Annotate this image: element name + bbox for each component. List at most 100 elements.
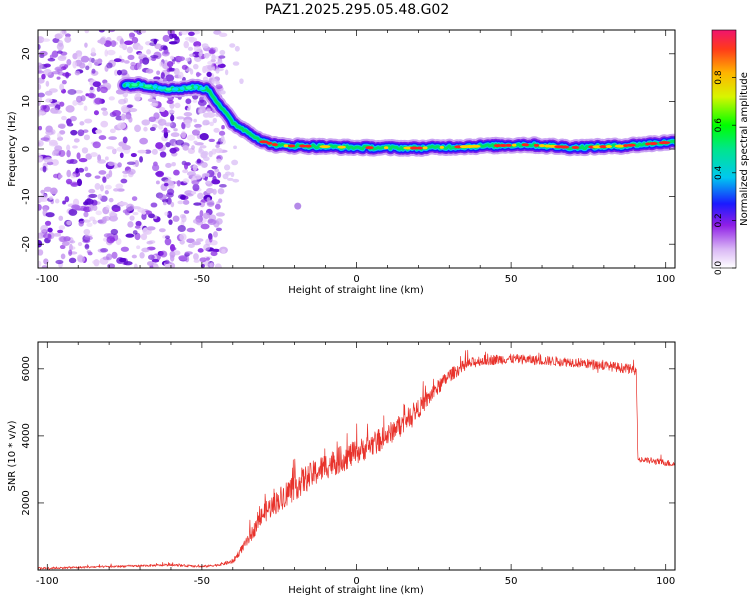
spectrogram-noise-blob xyxy=(38,83,42,90)
spectrogram-ridge-peak xyxy=(152,85,158,89)
spectrogram-noise-blob xyxy=(127,168,136,175)
spectrogram-noise-blob xyxy=(38,239,43,248)
spectrogram-noise-blob xyxy=(133,263,138,268)
spectrogram-noise-blob xyxy=(43,63,51,68)
spectrogram-noise-blob xyxy=(134,225,141,229)
spectrogram-ridge-peak xyxy=(144,84,152,88)
spectrogram-noise-blob xyxy=(186,227,196,233)
spectrogram-ridge-peak xyxy=(499,143,507,147)
spectrogram-noise-blob xyxy=(93,110,99,116)
spectrogram-noise-blob xyxy=(83,235,93,241)
spectrogram-noise-blob xyxy=(85,93,90,97)
spectrogram-noise-blob xyxy=(219,183,227,188)
spectrogram-ridge-peak xyxy=(649,142,658,146)
spectrogram-noise-blob xyxy=(172,215,180,222)
spectrogram-noise-blob xyxy=(87,92,95,99)
spectrogram-noise-blob xyxy=(180,194,186,200)
spectrogram-noise-blob xyxy=(164,122,173,127)
spectrogram-noise-blob xyxy=(171,162,176,167)
spectrogram-noise-blob xyxy=(96,86,101,92)
spectrogram-noise-blob xyxy=(72,52,78,60)
spectrogram-noise-blob xyxy=(141,119,151,126)
spectrogram-noise-blob xyxy=(158,106,166,113)
snr-xtick-label: 0 xyxy=(353,576,359,587)
spectrogram-noise-blob xyxy=(72,60,77,69)
colorbar-tick-label: 0.8 xyxy=(714,70,724,85)
spectrogram-noise-blob xyxy=(169,102,175,109)
spectrogram-xtick-label: -50 xyxy=(194,274,210,285)
spectrogram-noise-blob xyxy=(162,201,167,206)
spectrogram-noise-blob xyxy=(179,239,185,245)
spectrogram-noise-blob xyxy=(108,136,117,140)
spectrogram-noise-blob xyxy=(57,174,63,179)
spectrogram-noise-blob xyxy=(195,238,204,242)
spectrogram-noise-blob xyxy=(38,70,44,74)
snr-ytick-label: 4000 xyxy=(21,423,32,448)
spectrogram-noise-blob xyxy=(137,52,145,57)
spectrogram-noise-blob xyxy=(112,207,121,212)
spectrogram-noise-blob xyxy=(53,109,63,114)
spectrogram-noise-blob xyxy=(180,130,187,139)
spectrogram-noise-blob xyxy=(150,102,158,107)
spectrogram-ridge-peak xyxy=(533,143,540,147)
spectrogram-noise-blob xyxy=(57,132,61,139)
spectrogram-noise-blob xyxy=(79,121,85,126)
spectrogram-noise-blob xyxy=(84,198,94,205)
spectrogram-xlabel: Height of straight line (km) xyxy=(288,285,424,296)
spectrogram-noise-blob xyxy=(170,254,175,262)
snr-background xyxy=(38,342,675,570)
spectrogram-noise-blob xyxy=(92,81,101,88)
spectrogram-noise-blob xyxy=(201,173,206,179)
spectrogram-noise-blob xyxy=(191,145,195,150)
spectrogram-ridge-peak xyxy=(259,140,269,144)
spectrogram-noise-blob xyxy=(112,148,116,154)
spectrogram-noise-blob xyxy=(59,244,66,250)
spectrogram-noise-blob xyxy=(151,258,160,263)
spectrogram-noise-blob xyxy=(146,49,151,55)
spectrogram-noise-blob xyxy=(113,188,119,192)
spectrogram-noise-blob xyxy=(79,62,86,69)
spectrogram-noise-blob xyxy=(185,98,192,105)
spectrogram-noise-blob xyxy=(106,49,116,56)
spectrogram-noise-blob xyxy=(100,248,109,253)
spectrogram-noise-blob xyxy=(98,30,105,33)
spectrogram-noise-blob xyxy=(87,251,93,256)
spectrogram-noise-blob xyxy=(99,184,104,192)
spectrogram-noise-blob xyxy=(155,171,164,177)
spectrogram-noise-blob xyxy=(199,209,204,218)
spectrogram-noise-blob xyxy=(70,173,77,179)
spectrogram-noise-blob xyxy=(190,37,198,43)
spectrogram-noise-blob xyxy=(72,198,80,207)
spectrogram-ridge-peak xyxy=(365,146,374,150)
spectrogram-noise-blob xyxy=(78,220,84,227)
spectrogram-noise-blob xyxy=(131,254,137,259)
spectrogram-noise-blob xyxy=(140,30,147,34)
spectrogram-noise-blob xyxy=(53,232,62,237)
spectrogram-noise-blob xyxy=(38,125,43,131)
spectrogram-noise-blob xyxy=(186,134,196,141)
snr-axis-ticks: -100 -50 0 50 100 2000 4000 6000 xyxy=(21,342,675,587)
spectrogram-noise-blob xyxy=(203,243,211,251)
spectrogram-noise-blob xyxy=(159,250,168,258)
spectrogram-noise-blob xyxy=(164,211,169,216)
spectrogram-noise-blob xyxy=(104,156,109,161)
spectrogram-ridge-peak xyxy=(422,146,428,150)
spectrogram-noise-blob xyxy=(211,54,216,61)
spectrogram-noise-blob xyxy=(88,57,93,63)
spectrogram-noise-blob xyxy=(43,69,52,76)
spectrogram-noise-blob xyxy=(219,60,223,65)
spectrogram-noise-blob xyxy=(239,78,244,85)
spectrogram-noise-blob xyxy=(120,178,128,184)
spectrogram-noise-blob xyxy=(191,191,197,195)
spectrogram-noise-blob xyxy=(149,127,156,132)
spectrogram-noise-blob xyxy=(76,178,83,187)
spectrogram-noise-blob xyxy=(42,165,47,173)
spectrogram-noise-blob xyxy=(148,213,155,219)
spectrogram-ridge-peak xyxy=(439,145,444,149)
spectrogram-noise-blob xyxy=(185,57,191,62)
spectrogram-noise-blob xyxy=(41,73,46,80)
spectrogram-noise-blob xyxy=(173,128,178,132)
spectrogram-noise-blob xyxy=(111,251,118,259)
